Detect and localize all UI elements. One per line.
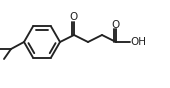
Text: OH: OH bbox=[130, 37, 146, 47]
Text: O: O bbox=[70, 12, 78, 23]
Text: O: O bbox=[112, 20, 120, 29]
